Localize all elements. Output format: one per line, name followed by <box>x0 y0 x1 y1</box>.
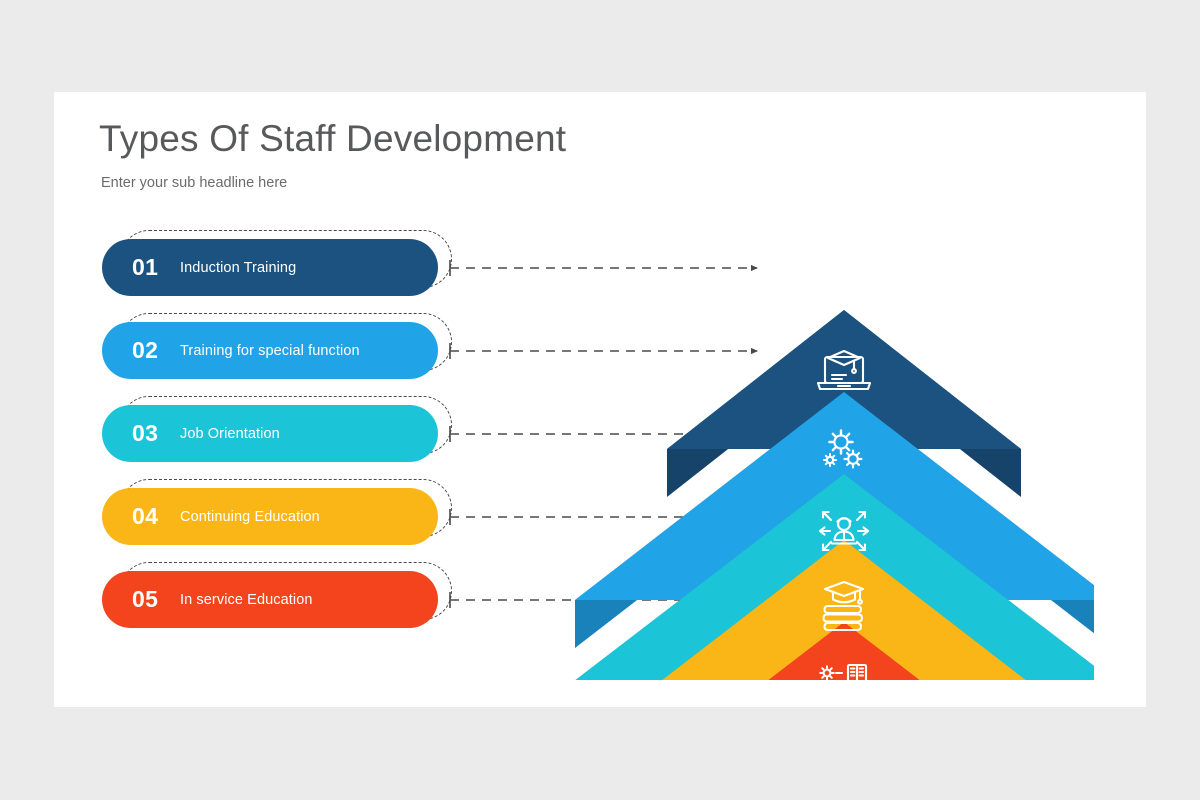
pill-number-4: 04 <box>132 503 159 529</box>
pill-number-2: 02 <box>132 337 159 363</box>
list-item[interactable]: 02 Training for special function <box>102 313 502 396</box>
gears-icon <box>823 429 863 469</box>
pill-label-3: Job Orientation <box>180 425 280 442</box>
pill-label-4: Continuing Education <box>180 508 320 525</box>
slide-card: Types Of Staff Development Enter your su… <box>54 92 1146 707</box>
pill-list: 01 Induction Training 02 Training for sp… <box>102 230 502 645</box>
list-item[interactable]: 05 In service Education <box>102 562 502 645</box>
person-gear-book-icon <box>819 663 868 680</box>
graduation-cap-books-icon <box>822 580 865 632</box>
pill-number-5: 05 <box>132 586 159 612</box>
pyramid-level-4-face <box>662 540 1026 680</box>
pill-label-5: In service Education <box>180 591 313 608</box>
list-item[interactable]: 03 Job Orientation <box>102 396 502 479</box>
pyramid-level-1[interactable] <box>667 310 1021 497</box>
pill-number-1: 01 <box>132 254 159 280</box>
pill-number-3: 03 <box>132 420 159 446</box>
pill-2[interactable]: 02 Training for special function <box>102 322 438 379</box>
page-subtitle: Enter your sub headline here <box>101 174 288 191</box>
pyramid-level-4[interactable] <box>474 540 1094 680</box>
pill-5[interactable]: 05 In service Education <box>102 571 438 628</box>
pill-4[interactable]: 04 Continuing Education <box>102 488 438 545</box>
list-item[interactable]: 01 Induction Training <box>102 230 502 313</box>
pyramid-level-5-face <box>768 622 920 680</box>
pill-label-1: Induction Training <box>180 259 297 276</box>
heading-block: Types Of Staff Development Enter your su… <box>99 118 566 192</box>
pyramid-chart <box>474 200 1094 680</box>
page-title: Types Of Staff Development <box>99 118 567 159</box>
pyramid-level-5[interactable] <box>474 622 1094 680</box>
pill-label-2: Training for special function <box>180 342 360 359</box>
pyramid-level-1-face <box>667 310 1021 449</box>
pill-3[interactable]: 03 Job Orientation <box>102 405 438 462</box>
laptop-graduation-cap-icon <box>816 349 872 391</box>
person-arrows-icon <box>818 510 870 552</box>
list-item[interactable]: 04 Continuing Education <box>102 479 502 562</box>
pill-1[interactable]: 01 Induction Training <box>102 239 438 296</box>
